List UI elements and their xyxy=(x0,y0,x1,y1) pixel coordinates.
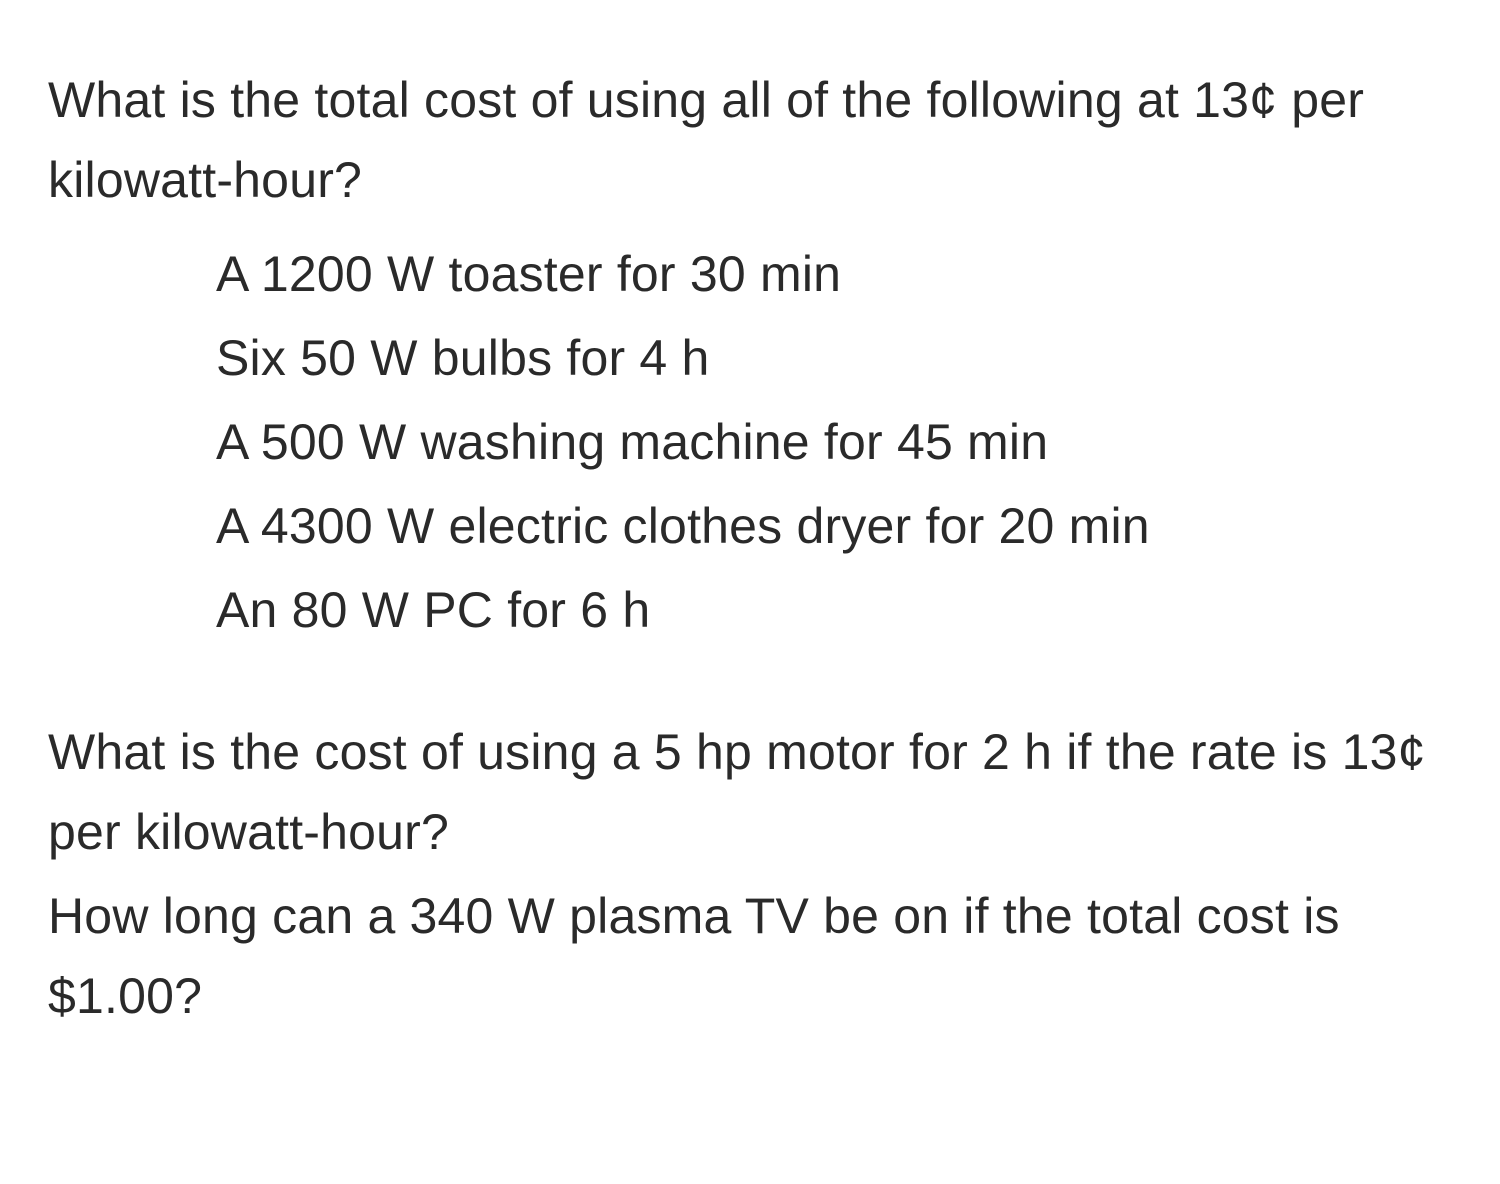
question-2-prompt: What is the cost of using a 5 hp motor f… xyxy=(48,712,1452,872)
document-page: What is the total cost of using all of t… xyxy=(0,0,1500,1184)
question-1-item-list: A 1200 W toaster for 30 min Six 50 W bul… xyxy=(48,234,1452,650)
list-item: An 80 W PC for 6 h xyxy=(216,570,1452,650)
question-3-prompt: How long can a 340 W plasma TV be on if … xyxy=(48,876,1452,1036)
list-item: Six 50 W bulbs for 4 h xyxy=(216,318,1452,398)
list-item: A 500 W washing machine for 45 min xyxy=(216,402,1452,482)
list-item: A 1200 W toaster for 30 min xyxy=(216,234,1452,314)
question-1-prompt: What is the total cost of using all of t… xyxy=(48,60,1452,220)
list-item: A 4300 W electric clothes dryer for 20 m… xyxy=(216,486,1452,566)
